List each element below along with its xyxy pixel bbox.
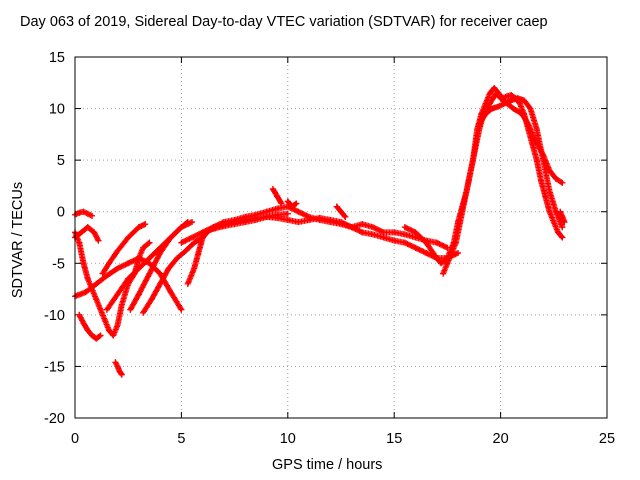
y-tick-label: -20 <box>44 411 65 427</box>
series-arc-f <box>99 221 149 277</box>
series-markers <box>557 208 568 226</box>
series-markers <box>99 221 149 277</box>
series-markers <box>140 234 206 316</box>
series-arc-t <box>557 208 568 226</box>
x-tick-label: 15 <box>386 431 402 447</box>
chart-title: Day 063 of 2019, Sidereal Day-to-day VTE… <box>20 14 548 30</box>
series-arc-e <box>76 311 104 342</box>
series-arc-o <box>284 198 300 210</box>
series-arc-p <box>333 203 349 220</box>
series-arc-s <box>476 95 566 231</box>
y-tick-label: -15 <box>44 359 65 375</box>
series-markers <box>440 84 566 277</box>
series-markers <box>112 359 125 378</box>
y-tick-label: 10 <box>49 102 65 118</box>
x-axis-label: GPS time / hours <box>272 457 383 473</box>
series-markers <box>269 186 285 207</box>
series-arc-i <box>127 219 196 313</box>
x-tick-label: 10 <box>280 431 296 447</box>
x-tick-label: 0 <box>71 431 79 447</box>
plot-frame <box>74 56 608 419</box>
series-arc-n <box>269 186 285 207</box>
y-tick-label: 15 <box>49 50 65 66</box>
x-tick-label: 5 <box>177 431 185 447</box>
series-arc-r <box>440 84 566 277</box>
grid-lines <box>75 57 607 418</box>
series-markers <box>76 311 104 342</box>
series-markers <box>476 95 566 231</box>
axis-ticks: 0 5 10 15 20 25 15 10 5 0 -5 -10 -15 -20 <box>44 50 615 447</box>
y-tick-label: -5 <box>52 256 65 272</box>
x-tick-label: 20 <box>493 431 509 447</box>
y-tick-label: 5 <box>57 153 65 169</box>
series-markers <box>210 213 462 262</box>
series-arc-j <box>140 234 206 316</box>
series-markers <box>333 203 349 220</box>
series-markers <box>127 219 196 313</box>
data-series <box>72 84 568 378</box>
series-markers <box>284 198 300 210</box>
x-tick-label: 25 <box>599 431 615 447</box>
series-arc-g <box>112 359 125 378</box>
y-tick-label: 0 <box>57 205 65 221</box>
series-arc-m <box>210 213 462 262</box>
y-tick-label: -10 <box>44 308 65 324</box>
